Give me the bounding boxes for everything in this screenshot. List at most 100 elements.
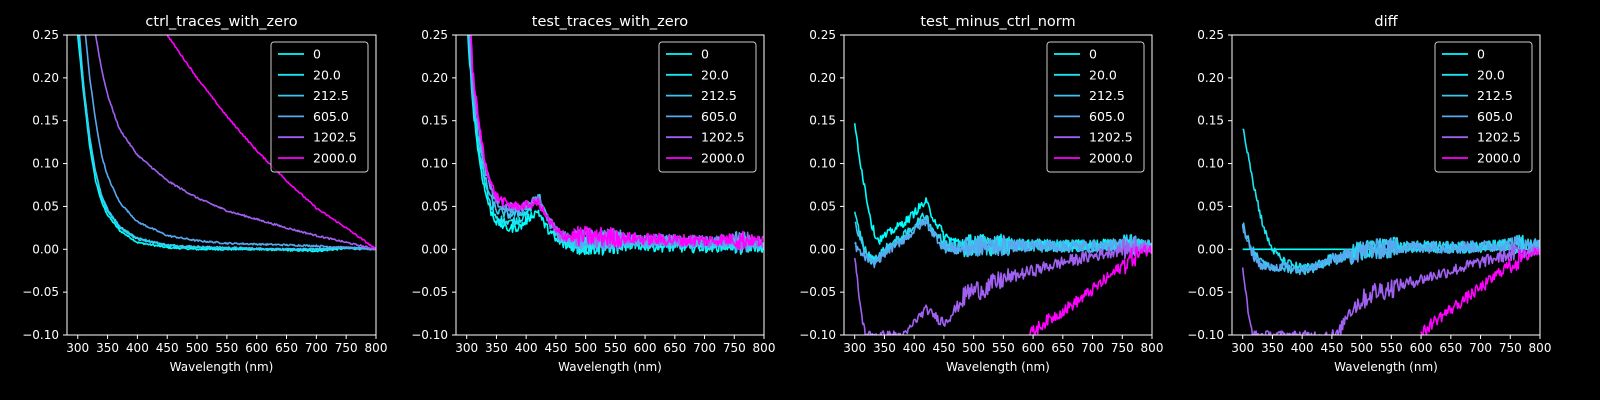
- series-line-2000.0: [470, 35, 764, 250]
- legend-label: 0: [701, 47, 709, 62]
- axes-frame: [843, 34, 1153, 336]
- x-tick-label: 550: [215, 341, 238, 355]
- y-tick-label: 0.00: [1197, 242, 1224, 256]
- legend-label: 1202.5: [701, 130, 745, 145]
- y-tick-label: 0.20: [32, 71, 59, 85]
- legend-label: 2000.0: [313, 151, 357, 166]
- chart-title: test_minus_ctrl_norm: [920, 14, 1075, 30]
- x-axis-label: Wavelength (nm): [1334, 360, 1438, 374]
- x-tick-label: 450: [932, 341, 955, 355]
- series-group: [853, 123, 1152, 335]
- y-tick-label: 0.10: [1197, 157, 1224, 171]
- x-tick-label: 400: [126, 341, 149, 355]
- y-tick-label: 0.05: [421, 199, 448, 213]
- x-tick-label: 650: [275, 341, 298, 355]
- x-tick-label: 800: [753, 341, 776, 355]
- x-tick-label: 400: [903, 341, 926, 355]
- legend-label: 2000.0: [1089, 151, 1133, 166]
- chart-panel-4: −0.10 −0.05 0.00 0.05 0.10 0.15 0.20 0.25 300 350…: [1187, 14, 1551, 374]
- series-line-605.0: [854, 218, 1152, 269]
- x-tick-label: 550: [1380, 341, 1403, 355]
- series-line-1202.5: [94, 35, 376, 251]
- y-tick-label: −0.05: [411, 285, 448, 299]
- x-tick-label: 750: [1111, 341, 1134, 355]
- x-tick-label: 300: [455, 341, 478, 355]
- x-tick-label: 300: [66, 341, 89, 355]
- x-tick-label: 750: [723, 341, 746, 355]
- x-tick-label: 300: [843, 341, 866, 355]
- x-tick-label: 400: [1291, 341, 1314, 355]
- y-tick-label: 0.20: [421, 71, 448, 85]
- series-line-605.0: [84, 35, 376, 251]
- x-tick-label: 550: [992, 341, 1015, 355]
- x-axis-label: Wavelength (nm): [170, 360, 274, 374]
- series-line-2000.0: [1029, 244, 1152, 335]
- y-tick-label: 0.15: [32, 114, 59, 128]
- chart-title: test_traces_with_zero: [532, 14, 689, 30]
- legend-label: 20.0: [313, 67, 341, 82]
- y-tick-label: 0.05: [809, 199, 836, 213]
- y-tick-label: −0.10: [1187, 328, 1224, 342]
- legend-label: 2000.0: [1477, 151, 1521, 166]
- y-tick-label: 0.00: [421, 242, 448, 256]
- x-tick-label: 700: [693, 341, 716, 355]
- legend-label: 1202.5: [1477, 130, 1521, 145]
- x-tick-label: 800: [1529, 341, 1552, 355]
- legend-label: 605.0: [1477, 109, 1513, 124]
- legend-label: 0: [313, 47, 321, 62]
- y-tick-label: 0.25: [32, 28, 59, 42]
- chart-panel-1: −0.10 −0.05 0.00 0.05 0.10 0.15 0.20 0.25 300 350…: [22, 14, 387, 374]
- y-tick-label: −0.05: [1187, 285, 1224, 299]
- x-tick-label: 700: [1081, 341, 1104, 355]
- legend: 0 20.0 212.5 605.0 1202.5 2000.0: [658, 41, 757, 173]
- legend: 0 20.0 212.5 605.0 1202.5 2000.0: [1434, 41, 1533, 173]
- series-line-1202.5: [1241, 243, 1540, 335]
- x-tick-label: 750: [1499, 341, 1522, 355]
- x-tick-label: 800: [365, 341, 388, 355]
- x-tick-label: 450: [1320, 341, 1343, 355]
- x-tick-label: 650: [1051, 341, 1074, 355]
- y-tick-label: −0.05: [799, 285, 836, 299]
- x-tick-label: 500: [1350, 341, 1373, 355]
- y-tick-label: 0.25: [1197, 28, 1224, 42]
- y-tick-label: 0.05: [1197, 199, 1224, 213]
- x-tick-label: 350: [873, 341, 896, 355]
- y-tick-label: 0.00: [809, 242, 836, 256]
- x-axis-label: Wavelength (nm): [946, 360, 1050, 374]
- y-tick-label: 0.25: [809, 28, 836, 42]
- x-axis-label: Wavelength (nm): [558, 360, 662, 374]
- x-tick-label: 500: [186, 341, 209, 355]
- axes-frame: [455, 34, 765, 336]
- series-line-605.0: [1241, 224, 1540, 273]
- legend-label: 20.0: [1089, 67, 1117, 82]
- y-tick-label: −0.05: [22, 285, 59, 299]
- x-tick-label: 700: [305, 341, 328, 355]
- legend: 0 20.0 212.5 605.0 1202.5 2000.0: [1046, 41, 1145, 173]
- series-group: [1241, 128, 1540, 335]
- x-tick-label: 650: [663, 341, 686, 355]
- legend-label: 0: [1089, 47, 1097, 62]
- x-tick-label: 500: [574, 341, 597, 355]
- x-tick-label: 400: [515, 341, 538, 355]
- x-tick-label: 350: [1261, 341, 1284, 355]
- x-tick-label: 350: [96, 341, 119, 355]
- x-tick-label: 600: [245, 341, 268, 355]
- y-tick-label: 0.10: [32, 157, 59, 171]
- x-tick-label: 450: [156, 341, 179, 355]
- series-line-1202.5: [853, 237, 1152, 335]
- chart-title: diff: [1374, 14, 1398, 30]
- x-tick-label: 600: [634, 341, 657, 355]
- y-tick-label: 0.15: [421, 114, 448, 128]
- y-tick-label: 0.25: [421, 28, 448, 42]
- y-tick-label: 0.10: [809, 157, 836, 171]
- series-line-212.5: [78, 35, 376, 251]
- legend-label: 2000.0: [701, 151, 745, 166]
- x-tick-label: 650: [1439, 341, 1462, 355]
- legend-label: 1202.5: [1089, 130, 1133, 145]
- legend-label: 1202.5: [313, 130, 357, 145]
- axes-frame: [1231, 34, 1541, 336]
- legend-label: 212.5: [701, 88, 737, 103]
- x-tick-label: 800: [1141, 341, 1164, 355]
- chart-panel-3: −0.10 −0.05 0.00 0.05 0.10 0.15 0.20 0.25 300 350…: [799, 14, 1163, 374]
